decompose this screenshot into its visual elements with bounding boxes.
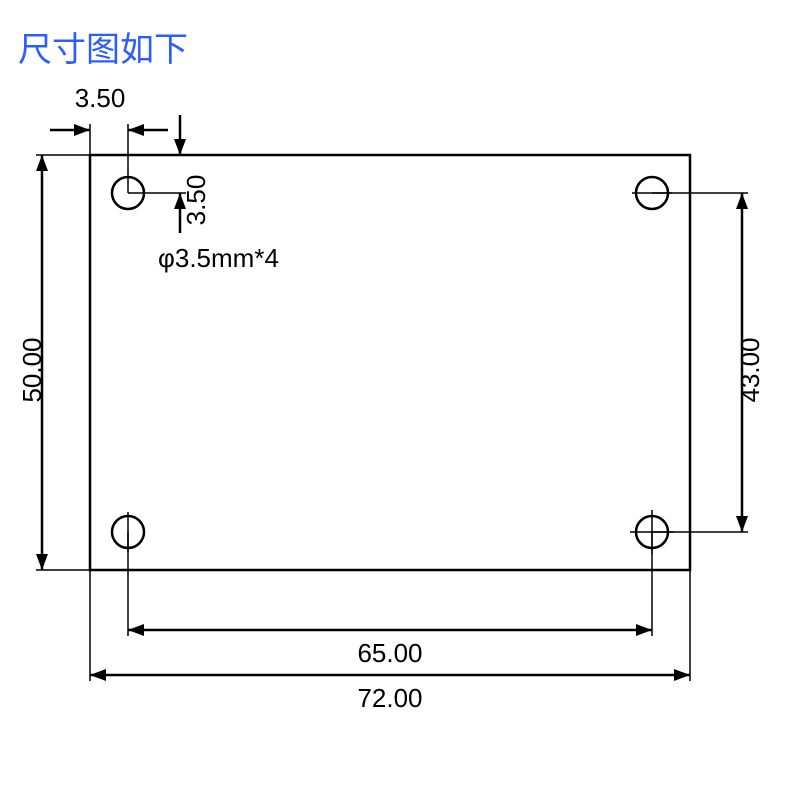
dim-pitch-x: 65.00 — [357, 638, 422, 668]
arrowhead-icon — [74, 124, 90, 136]
dim-pitch-y: 43.00 — [735, 337, 765, 402]
dim-width-72: 72.00 — [357, 683, 422, 713]
arrowhead-icon — [174, 139, 186, 155]
arrowhead-icon — [90, 669, 106, 681]
arrowhead-icon — [674, 669, 690, 681]
arrowhead-icon — [128, 124, 144, 136]
dim-offset-y: 3.50 — [181, 175, 211, 226]
dim-offset-x: 3.50 — [75, 83, 126, 113]
dimension-drawing: 50.00 43.00 72.00 65.00 3.50 3.50 φ3.5mm*4 — [0, 0, 800, 800]
hole-spec-note: φ3.5mm*4 — [158, 243, 279, 273]
arrowhead-icon — [636, 624, 652, 636]
arrowhead-icon — [736, 193, 748, 209]
arrowhead-icon — [128, 624, 144, 636]
dim-height-50: 50.00 — [17, 337, 47, 402]
arrowhead-icon — [736, 516, 748, 532]
arrowhead-icon — [36, 155, 48, 171]
diagram-title: 尺寸图如下 — [18, 22, 188, 71]
arrowhead-icon — [36, 554, 48, 570]
